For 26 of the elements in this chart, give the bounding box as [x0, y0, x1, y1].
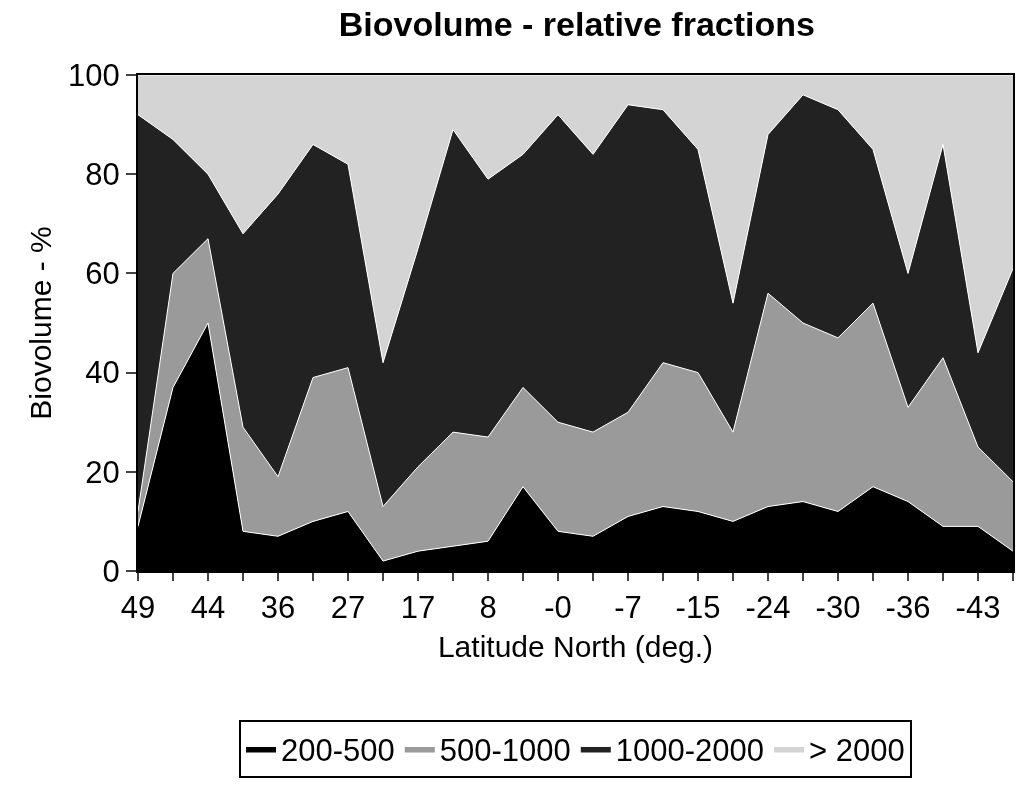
y-tick-label: 60 — [85, 256, 120, 292]
x-tick-label: -15 — [675, 590, 721, 626]
x-tick-label: -43 — [955, 590, 1001, 626]
x-tick-label: 44 — [190, 590, 226, 626]
legend-label: 500-1000 — [439, 732, 571, 768]
x-tick-label: -0 — [544, 590, 572, 626]
legend-label: 1000-2000 — [615, 732, 765, 768]
x-tick-label: -7 — [614, 590, 642, 626]
legend-label: > 2000 — [809, 732, 905, 768]
x-tick-label: 36 — [260, 590, 296, 626]
y-tick-label: 0 — [102, 553, 120, 589]
y-tick-label: 40 — [85, 355, 120, 391]
x-tick-label: -24 — [745, 590, 791, 626]
y-tick-label: 100 — [68, 57, 120, 93]
x-tick-label: 8 — [479, 590, 497, 626]
y-tick-label: 80 — [85, 157, 120, 193]
chart-title: Biovolume - relative fractions — [338, 4, 815, 43]
y-axis-title: Biovolume - % — [23, 226, 57, 420]
x-tick-label: 17 — [400, 590, 436, 626]
x-axis-title: Latitude North (deg.) — [437, 630, 714, 664]
x-tick-label: -36 — [885, 590, 931, 626]
x-tick-label: 49 — [120, 590, 156, 626]
y-tick-label: 20 — [85, 454, 120, 490]
legend-label: 200-500 — [281, 732, 395, 768]
x-tick-label: 27 — [330, 590, 366, 626]
x-tick-label: -30 — [815, 590, 861, 626]
